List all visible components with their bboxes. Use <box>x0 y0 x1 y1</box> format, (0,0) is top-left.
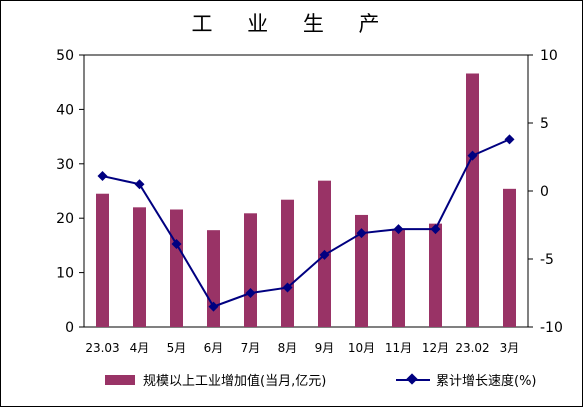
left-tick-label: 50 <box>56 48 74 64</box>
left-tick-label: 40 <box>56 102 74 118</box>
bar <box>503 188 516 327</box>
line-point <box>134 179 145 190</box>
right-tick-label: 10 <box>540 48 558 64</box>
x-tick-label: 12月 <box>422 341 449 355</box>
bar <box>244 213 257 327</box>
line-point <box>467 150 478 161</box>
bar <box>170 209 183 327</box>
left-tick-label: 0 <box>65 320 74 336</box>
line-point <box>245 288 256 298</box>
right-axis: -10 -5 0 5 10 <box>528 48 563 336</box>
bar <box>429 223 442 327</box>
legend-label-line: 累计增长速度(%) <box>436 374 537 389</box>
right-tick-label: 5 <box>540 116 549 132</box>
series-line <box>102 138 510 308</box>
bar <box>392 229 405 327</box>
line-point <box>319 249 330 260</box>
bar <box>96 193 109 327</box>
bar-series <box>96 73 516 327</box>
right-tick-label: 0 <box>540 184 549 200</box>
line-point <box>208 301 219 312</box>
left-tick-label: 10 <box>56 266 74 282</box>
x-tick-label: 23.02 <box>455 341 489 355</box>
right-tick-label: -10 <box>540 320 563 336</box>
right-tick-label: -5 <box>540 252 554 268</box>
line-series <box>97 134 515 312</box>
x-tick-label: 6月 <box>204 341 224 355</box>
legend-item-line: 累计增长速度(%) <box>396 370 537 389</box>
line-point <box>504 134 515 145</box>
legend-item-bar: 规模以上工业增加值(当月,亿元) <box>105 370 326 389</box>
x-tick-label: 7月 <box>241 341 261 355</box>
line-point <box>430 224 441 235</box>
x-tick-label: 5月 <box>167 341 187 355</box>
bar <box>466 73 479 327</box>
line-point <box>356 228 367 239</box>
left-axis: 0 10 20 30 40 50 <box>56 48 84 336</box>
line-point <box>171 239 182 250</box>
chart-title: 工 业 生 产 <box>191 12 394 36</box>
legend: 规模以上工业增加值(当月,亿元) 累计增长速度(%) <box>0 368 585 394</box>
x-axis-labels: 23.03 4月 5月 6月 7月 8月 9月 10月 11月 12月 23.02 3月 <box>85 341 519 355</box>
x-tick-label: 10月 <box>348 341 375 355</box>
bar <box>207 230 220 327</box>
line-point <box>282 282 293 293</box>
x-tick-label: 9月 <box>315 341 335 355</box>
x-tick-label: 23.03 <box>85 341 119 355</box>
left-tick-label: 20 <box>56 211 74 227</box>
x-tick-label: 8月 <box>278 341 298 355</box>
x-tick-label: 4月 <box>130 341 150 355</box>
legend-label-bar: 规模以上工业增加值(当月,亿元) <box>143 374 327 389</box>
line-point <box>393 224 404 235</box>
x-tick-label: 11月 <box>385 341 412 355</box>
plot-area <box>83 54 529 328</box>
x-tick-label: 3月 <box>500 341 520 355</box>
legend-bar-swatch <box>105 374 135 385</box>
bar <box>355 214 368 327</box>
line-point <box>97 171 108 182</box>
left-tick-label: 30 <box>56 157 74 173</box>
bar <box>281 199 294 327</box>
bar <box>133 207 146 327</box>
legend-line-swatch <box>396 373 430 387</box>
